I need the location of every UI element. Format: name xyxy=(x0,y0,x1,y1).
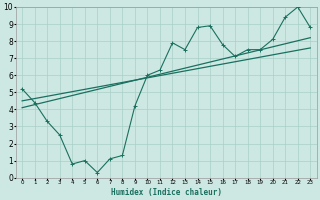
X-axis label: Humidex (Indice chaleur): Humidex (Indice chaleur) xyxy=(111,188,222,197)
